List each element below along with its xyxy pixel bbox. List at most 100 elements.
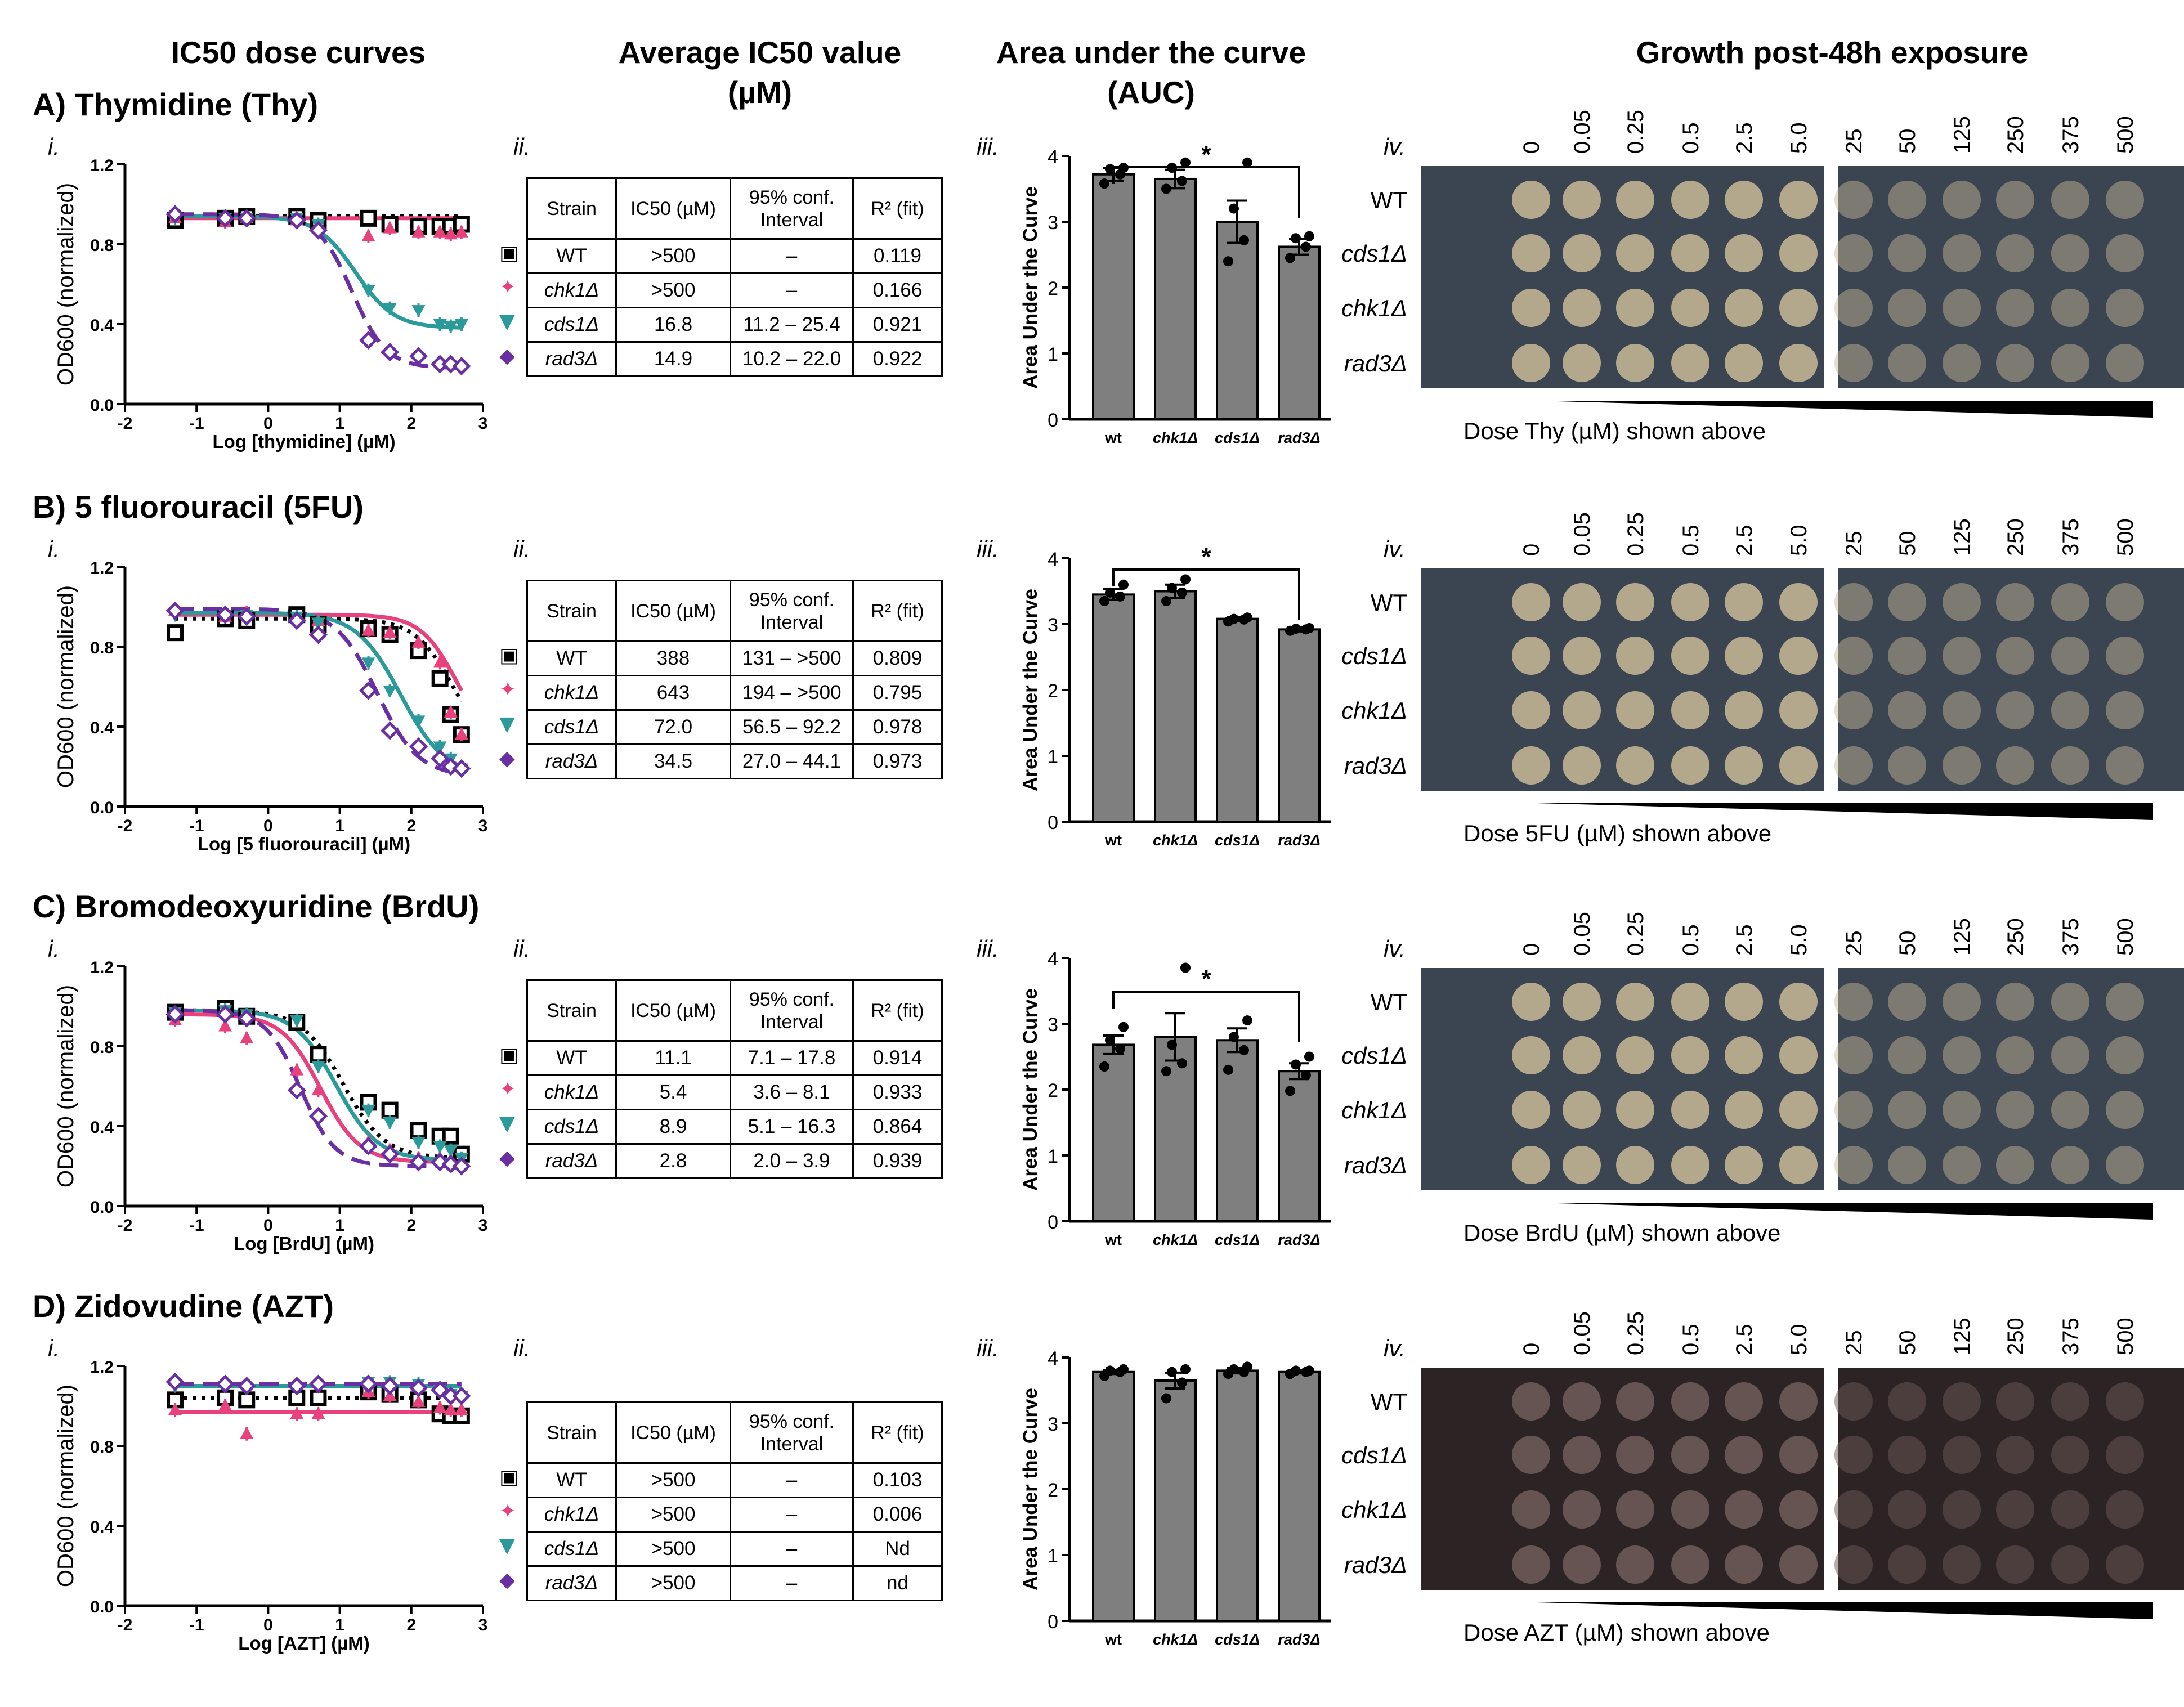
point-cds1 — [444, 321, 458, 334]
colony-spot — [2051, 1146, 2089, 1184]
table-header: R² (fit) — [852, 580, 943, 642]
auc-point — [1291, 233, 1301, 244]
significance-bracket — [1112, 166, 1300, 218]
y-tick-label: 0.8 — [90, 1038, 114, 1057]
colony-spot — [1888, 983, 1926, 1021]
colony-spot — [1616, 746, 1654, 785]
table-cell-strain: cds1Δ — [526, 1531, 617, 1567]
point-chk1 — [454, 1403, 468, 1415]
dose-label: 50 — [1895, 531, 1920, 557]
auc-point — [1301, 1070, 1311, 1081]
colony-spot — [2051, 746, 2089, 785]
auc-bar — [1216, 221, 1259, 420]
auc-point — [1223, 1064, 1233, 1075]
colony-spot — [1563, 583, 1601, 621]
colony-spot — [2106, 1436, 2144, 1474]
colony-spot — [1943, 1382, 1981, 1421]
point-cds1 — [383, 303, 397, 316]
table-cell-ci: – — [730, 1565, 854, 1601]
colony-spot — [1943, 344, 1981, 382]
colony-spot — [2106, 1545, 2144, 1584]
legend-marker-icon: ◆ — [499, 1569, 515, 1592]
table-cell-ci: – — [730, 1531, 854, 1567]
header-auc: Area under the curve — [996, 35, 1306, 70]
table-cell-ic50: >500 — [615, 1565, 731, 1601]
table-header: 95% conf. Interval — [730, 979, 854, 1042]
table-cell-r2: 0.914 — [852, 1040, 943, 1076]
table-cell-ic50: 14.9 — [615, 341, 731, 377]
significance-star: * — [1201, 965, 1211, 993]
colony-spot — [2106, 181, 2144, 219]
panel-label: iv. — [1384, 1335, 1406, 1361]
auc-point — [1285, 1086, 1295, 1096]
colony-spot — [1671, 746, 1709, 785]
table-cell-ci: – — [730, 272, 854, 308]
x-tick-label: -1 — [189, 1616, 204, 1634]
colony-spot — [1779, 746, 1818, 785]
dose-label: 5.0 — [1787, 122, 1811, 154]
table-cell-ic50: 16.8 — [615, 307, 731, 343]
point-cds1 — [444, 1145, 458, 1158]
table-cell-ci: 194 – >500 — [730, 675, 854, 711]
legend-marker-icon: ▼ — [499, 713, 515, 736]
table-header: Strain — [526, 1401, 617, 1464]
colony-spot — [1996, 583, 2034, 621]
colony-spot — [1779, 691, 1818, 729]
table-cell-strain: WT — [526, 640, 617, 676]
point-rad3 — [165, 601, 185, 620]
colony-spot — [2106, 1091, 2144, 1129]
table-cell-ic50: 5.4 — [615, 1074, 731, 1110]
auc-y-label: Area Under the Curve — [1019, 186, 1041, 389]
colony-spot — [1834, 181, 1873, 219]
table-cell-ic50: >500 — [615, 272, 731, 308]
dose-curve-chart: 0.0 0.4 0.8 1.2 -2 -1 0 1 2 3 Log [BrdU] (µM) OD600… — [53, 958, 487, 1254]
auc-bar — [1092, 1370, 1135, 1622]
auc-point — [1304, 231, 1314, 241]
dose-label: 500 — [2113, 1318, 2138, 1355]
point-rad3 — [359, 330, 378, 350]
dose-gradient-wedge — [1537, 803, 2153, 820]
table-cell-ic50: 8.9 — [615, 1109, 731, 1145]
dose-label: 0.05 — [1570, 110, 1595, 154]
auc-x-label: wt — [1104, 1631, 1122, 1648]
auc-y-tick-label: 2 — [1048, 1480, 1058, 1501]
colony-spot — [1996, 637, 2034, 675]
auc-point — [1177, 587, 1187, 598]
colony-spot — [1563, 1545, 1601, 1584]
auc-chart: 0 1 2 3 4 Area Under the Curve wt chk1Δ cds1Δ rad… — [1019, 543, 1331, 849]
auc-point — [1177, 1377, 1187, 1388]
auc-y-tick-label: 4 — [1048, 1348, 1058, 1369]
colony-spot — [1888, 1436, 1926, 1474]
colony-spot — [1996, 181, 2034, 219]
table-cell-r2: 0.006 — [852, 1497, 943, 1533]
auc-y-tick-label: 1 — [1048, 746, 1058, 768]
colony-spot — [1888, 289, 1926, 327]
x-tick-label: -2 — [118, 414, 133, 433]
dose-label: 25 — [1842, 129, 1867, 154]
auc-y-tick-label: 0 — [1048, 1611, 1058, 1633]
point-rad3 — [452, 1157, 471, 1176]
colony-spot — [2106, 746, 2144, 785]
point-chk1 — [218, 1399, 232, 1411]
auc-point — [1229, 1032, 1239, 1042]
table-cell-ic50: >500 — [615, 1531, 731, 1567]
auc-bar — [1216, 617, 1259, 823]
growth-plate: 0 0.05 0.25 0.5 2.5 5.0 25 50 125 250 375 500 WT cds1… — [1341, 1311, 2184, 1646]
y-tick-label: 1.2 — [90, 156, 114, 175]
x-tick-label: 3 — [478, 414, 488, 433]
x-tick-label: -2 — [118, 817, 133, 835]
table-header: R² (fit) — [852, 1401, 943, 1464]
auc-point — [1118, 579, 1129, 590]
strain-label: chk1Δ — [1341, 1497, 1407, 1523]
colony-spot — [1779, 583, 1818, 621]
colony-spot — [1779, 1146, 1818, 1184]
colony-spot — [1996, 983, 2034, 1021]
point-rad3 — [216, 1005, 235, 1024]
panel-label: ii. — [513, 133, 530, 160]
panel-label: i. — [48, 1335, 60, 1361]
point-chk1 — [433, 1400, 447, 1413]
colony-spot — [2106, 691, 2144, 729]
colony-spot — [1996, 1382, 2034, 1421]
strain-label: rad3Δ — [1344, 1552, 1407, 1578]
colony-spot — [1725, 637, 1763, 675]
